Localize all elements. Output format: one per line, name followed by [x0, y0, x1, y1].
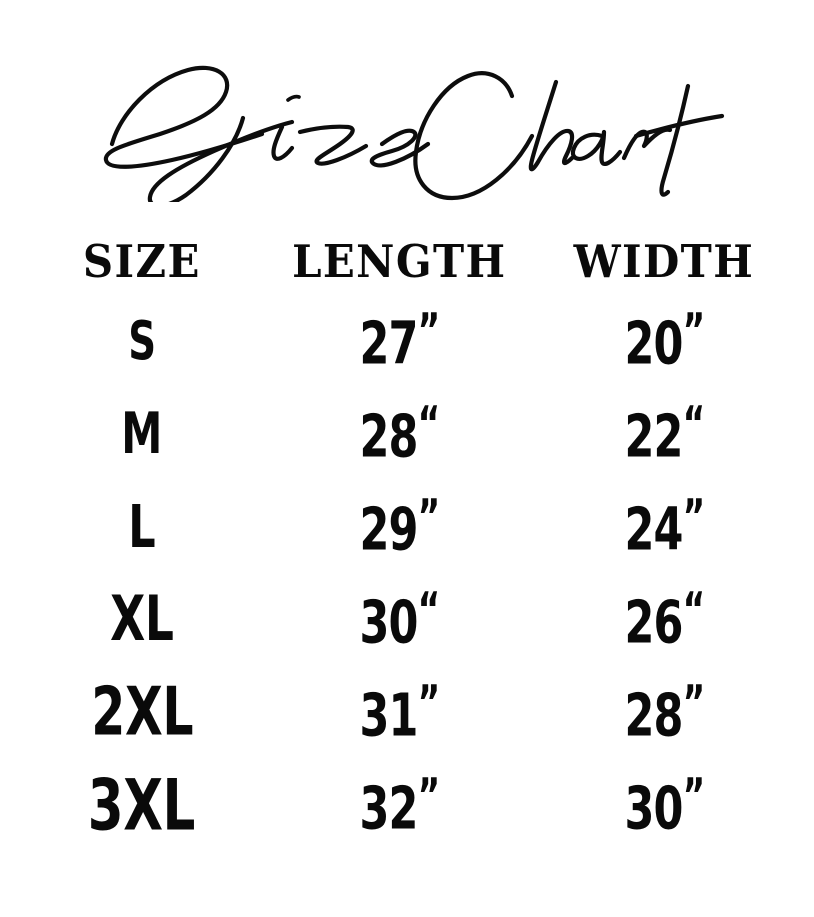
width-value: 30”	[624, 769, 705, 838]
cell-width: 20”	[514, 294, 814, 387]
length-number: 28	[359, 402, 418, 471]
inch-mark-icon: “	[417, 397, 440, 452]
width-number: 20	[624, 309, 683, 378]
table-body: S 27” 20” M 28“ 22“	[0, 294, 814, 852]
cell-size: 2XL	[0, 666, 284, 759]
table-header: SIZE LENGTH WIDTH	[0, 228, 814, 294]
cell-width: 30”	[514, 759, 814, 852]
length-number: 32	[359, 774, 418, 843]
inch-mark-icon: ”	[682, 769, 705, 824]
cell-size: 3XL	[0, 759, 284, 852]
inch-mark-icon: ”	[682, 490, 705, 545]
table-row: 2XL 31” 28”	[0, 666, 814, 759]
length-value: 31”	[359, 676, 440, 745]
column-header-width: WIDTH	[525, 228, 804, 294]
inch-mark-icon: ”	[417, 490, 440, 545]
inch-mark-icon: ”	[417, 304, 440, 359]
inch-mark-icon: “	[417, 583, 440, 638]
table-row: 3XL 32” 30”	[0, 759, 814, 852]
length-number: 31	[359, 681, 418, 750]
width-number: 28	[624, 681, 683, 750]
inch-mark-icon: “	[682, 583, 705, 638]
size-label: S	[128, 309, 156, 372]
length-number: 30	[359, 588, 418, 657]
cell-size: M	[0, 387, 284, 480]
length-number: 29	[359, 495, 418, 564]
length-value: 29”	[359, 490, 440, 559]
cell-length: 30“	[284, 573, 515, 666]
cell-width: 28”	[514, 666, 814, 759]
cell-size: L	[0, 480, 284, 573]
inch-mark-icon: ”	[417, 676, 440, 731]
size-chart-table: SIZE LENGTH WIDTH S 27” 20”	[0, 228, 814, 852]
cell-length: 27”	[284, 294, 515, 387]
table-row: L 29” 24”	[0, 480, 814, 573]
cell-width: 22“	[514, 387, 814, 480]
size-label: XL	[110, 583, 174, 656]
column-header-size-label: SIZE	[82, 234, 201, 288]
cell-size: S	[0, 294, 284, 387]
table-row: XL 30“ 26“	[0, 573, 814, 666]
length-value: 27”	[359, 304, 440, 373]
cell-length: 28“	[284, 387, 515, 480]
width-value: 26“	[624, 583, 705, 652]
width-value: 20”	[624, 304, 705, 373]
table-header-row: SIZE LENGTH WIDTH	[0, 228, 814, 294]
length-value: 28“	[359, 397, 440, 466]
cell-width: 24”	[514, 480, 814, 573]
table-row: S 27” 20”	[0, 294, 814, 387]
cell-length: 31”	[284, 666, 515, 759]
cell-length: 29”	[284, 480, 515, 573]
length-value: 30“	[359, 583, 440, 652]
width-number: 24	[624, 495, 683, 564]
page-title-script-art	[103, 65, 725, 202]
column-header-length-label: LENGTH	[291, 234, 507, 288]
width-value: 28”	[624, 676, 705, 745]
cell-length: 32”	[284, 759, 515, 852]
inch-mark-icon: “	[682, 397, 705, 452]
inch-mark-icon: ”	[417, 769, 440, 824]
column-header-width-label: WIDTH	[573, 234, 755, 288]
column-header-size: SIZE	[10, 228, 274, 294]
page-title: Size Chart	[0, 52, 814, 202]
length-number: 27	[359, 309, 418, 378]
width-value: 24”	[624, 490, 705, 559]
width-number: 22	[624, 402, 683, 471]
size-label: L	[128, 492, 156, 561]
table-row: M 28“ 22“	[0, 387, 814, 480]
size-label: 3XL	[88, 764, 196, 847]
inch-mark-icon: ”	[682, 676, 705, 731]
inch-mark-icon: ”	[682, 304, 705, 359]
cell-size: XL	[0, 573, 284, 666]
cell-width: 26“	[514, 573, 814, 666]
width-number: 26	[624, 588, 683, 657]
width-number: 30	[624, 774, 683, 843]
size-label: M	[121, 400, 163, 467]
size-label: 2XL	[90, 672, 193, 751]
width-value: 22“	[624, 397, 705, 466]
column-header-length: LENGTH	[292, 228, 506, 294]
length-value: 32”	[359, 769, 440, 838]
